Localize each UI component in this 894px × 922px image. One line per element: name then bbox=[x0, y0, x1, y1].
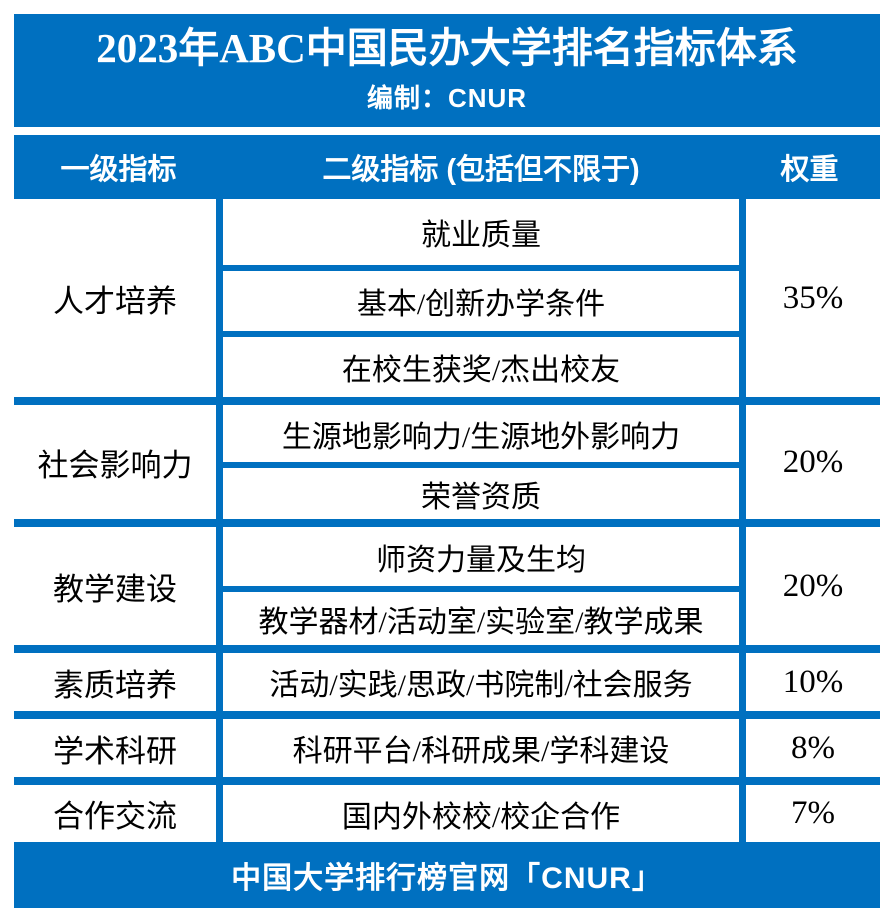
secondary-indicator-cell: 教学器材/活动室/实验室/教学成果 bbox=[223, 586, 739, 645]
footer-band: 中国大学排行榜官网「CNUR」 bbox=[14, 842, 880, 908]
secondary-indicator-cell: 基本/创新办学条件 bbox=[223, 265, 739, 331]
secondary-indicator-cell: 就业质量 bbox=[421, 219, 541, 252]
group-divider bbox=[14, 519, 880, 527]
weight-cell: 8% bbox=[739, 719, 880, 777]
primary-indicator-cell: 合作交流 bbox=[14, 785, 223, 842]
weight-cell: 20% bbox=[739, 405, 880, 519]
table-header-row: 一级指标 二级指标 (包括但不限于) 权重 bbox=[14, 135, 880, 199]
secondary-indicator-cell: 师资力量及生均 bbox=[376, 543, 586, 577]
group-divider bbox=[14, 777, 880, 785]
primary-indicator-cell: 人才培养 bbox=[14, 199, 223, 397]
table-group-quality-cultivation: 素质培养 活动/实践/思政/书院制/社会服务 10% bbox=[14, 653, 880, 711]
primary-indicator-cell: 社会影响力 bbox=[14, 405, 223, 519]
secondary-indicator-cell: 科研平台/科研成果/学科建设 bbox=[292, 735, 670, 768]
title-header-divider bbox=[14, 127, 880, 135]
page-subtitle: 编制：CNUR bbox=[366, 82, 528, 113]
table-group-teaching-construction: 教学建设 师资力量及生均 教学器材/活动室/实验室/教学成果 20% bbox=[14, 527, 880, 645]
weight-cell: 35% bbox=[739, 199, 880, 397]
secondary-indicator-cell: 荣誉资质 bbox=[223, 462, 739, 519]
header-weight: 权重 bbox=[780, 154, 839, 186]
footer-text: 中国大学排行榜官网「CNUR」 bbox=[231, 862, 663, 895]
secondary-indicator-cell: 在校生获奖/杰出校友 bbox=[223, 331, 739, 397]
secondary-indicator-cell: 活动/实践/思政/书院制/社会服务 bbox=[269, 669, 693, 702]
weight-cell: 10% bbox=[739, 653, 880, 711]
table-group-talent-cultivation: 人才培养 就业质量 基本/创新办学条件 在校生获奖/杰出校友 35% bbox=[14, 199, 880, 397]
indicator-table-body: 人才培养 就业质量 基本/创新办学条件 在校生获奖/杰出校友 35% 社会影响力… bbox=[14, 199, 880, 842]
group-divider bbox=[14, 397, 880, 405]
table-group-social-influence: 社会影响力 生源地影响力/生源地外影响力 荣誉资质 20% bbox=[14, 405, 880, 519]
primary-indicator-cell: 素质培养 bbox=[14, 653, 223, 711]
page-title: 2023年ABC中国民办大学排名指标体系 bbox=[96, 25, 798, 72]
table-group-academic-research: 学术科研 科研平台/科研成果/学科建设 8% bbox=[14, 719, 880, 777]
table-group-cooperation-exchange: 合作交流 国内外校校/校企合作 7% bbox=[14, 785, 880, 842]
group-divider bbox=[14, 645, 880, 653]
weight-cell: 7% bbox=[739, 785, 880, 842]
header-primary-indicator: 一级指标 bbox=[60, 154, 177, 186]
primary-indicator-cell: 学术科研 bbox=[14, 719, 223, 777]
weight-cell: 20% bbox=[739, 527, 880, 645]
group-divider bbox=[14, 711, 880, 719]
title-band: 2023年ABC中国民办大学排名指标体系 编制：CNUR bbox=[14, 14, 880, 127]
primary-indicator-cell: 教学建设 bbox=[14, 527, 223, 645]
secondary-indicator-cell: 生源地影响力/生源地外影响力 bbox=[281, 420, 681, 454]
secondary-indicator-cell: 国内外校校/校企合作 bbox=[341, 800, 621, 834]
header-secondary-indicator: 二级指标 (包括但不限于) bbox=[322, 154, 640, 186]
